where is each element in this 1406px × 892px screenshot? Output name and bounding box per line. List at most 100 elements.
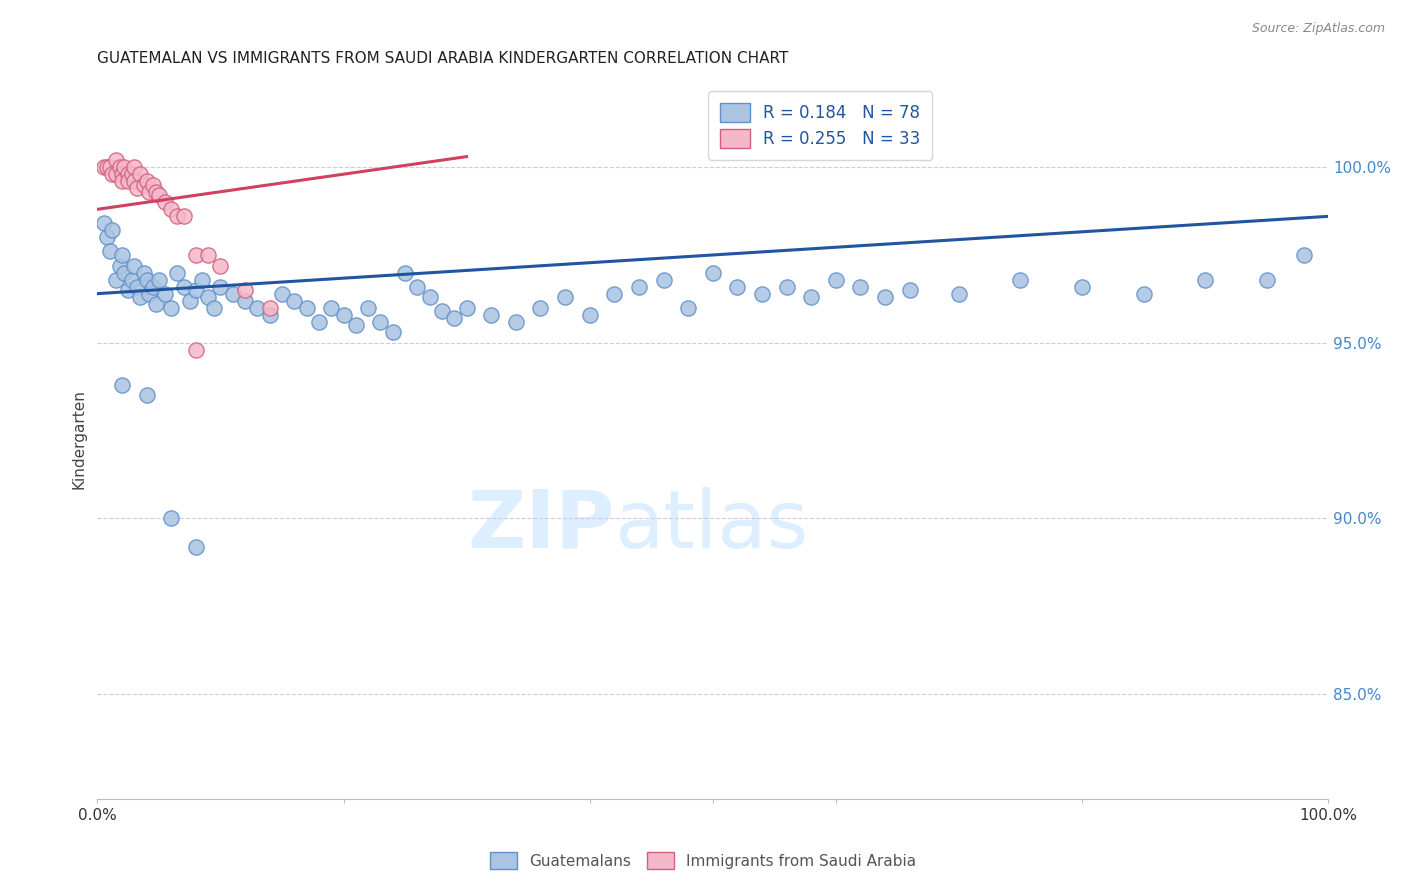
Point — [108, 160, 131, 174]
Point — [96, 230, 118, 244]
Point — [135, 388, 157, 402]
Point — [93, 160, 115, 174]
Point — [702, 266, 724, 280]
Point — [1071, 279, 1094, 293]
Point — [184, 248, 207, 262]
Point — [430, 304, 453, 318]
Point — [271, 286, 294, 301]
Point — [111, 248, 134, 262]
Point — [849, 279, 872, 293]
Point — [101, 167, 124, 181]
Point — [98, 244, 121, 259]
Point — [117, 174, 139, 188]
Y-axis label: Kindergarten: Kindergarten — [72, 390, 86, 490]
Point — [153, 195, 176, 210]
Point — [117, 167, 139, 181]
Point — [111, 167, 134, 181]
Point — [751, 286, 773, 301]
Point — [898, 283, 921, 297]
Point — [166, 210, 188, 224]
Point — [138, 185, 160, 199]
Point — [191, 272, 214, 286]
Point — [124, 259, 146, 273]
Point — [1132, 286, 1154, 301]
Point — [479, 308, 502, 322]
Point — [394, 266, 416, 280]
Point — [529, 301, 551, 315]
Point — [873, 290, 896, 304]
Point — [108, 259, 131, 273]
Point — [443, 311, 465, 326]
Point — [142, 178, 165, 192]
Text: atlas: atlas — [614, 487, 808, 565]
Point — [222, 286, 245, 301]
Point — [101, 223, 124, 237]
Point — [184, 343, 207, 357]
Point — [184, 283, 207, 297]
Point — [676, 301, 699, 315]
Point — [124, 160, 146, 174]
Point — [112, 160, 135, 174]
Point — [117, 283, 139, 297]
Point — [725, 279, 748, 293]
Point — [246, 301, 269, 315]
Point — [184, 540, 207, 554]
Point — [93, 216, 115, 230]
Point — [104, 272, 127, 286]
Point — [259, 301, 281, 315]
Point — [124, 174, 146, 188]
Point — [209, 259, 232, 273]
Point — [111, 378, 134, 392]
Point — [148, 188, 170, 202]
Point — [800, 290, 823, 304]
Point — [948, 286, 970, 301]
Point — [173, 210, 195, 224]
Legend: Guatemalans, Immigrants from Saudi Arabia: Guatemalans, Immigrants from Saudi Arabi… — [484, 846, 922, 875]
Point — [160, 202, 183, 217]
Text: GUATEMALAN VS IMMIGRANTS FROM SAUDI ARABIA KINDERGARTEN CORRELATION CHART: GUATEMALAN VS IMMIGRANTS FROM SAUDI ARAB… — [97, 51, 789, 66]
Point — [233, 283, 256, 297]
Point — [104, 167, 127, 181]
Point — [135, 272, 157, 286]
Text: Source: ZipAtlas.com: Source: ZipAtlas.com — [1251, 22, 1385, 36]
Point — [121, 272, 143, 286]
Point — [209, 279, 232, 293]
Point — [173, 279, 195, 293]
Point — [259, 308, 281, 322]
Point — [332, 308, 354, 322]
Point — [153, 286, 176, 301]
Point — [505, 315, 527, 329]
Point — [134, 266, 156, 280]
Legend: R = 0.184   N = 78, R = 0.255   N = 33: R = 0.184 N = 78, R = 0.255 N = 33 — [709, 91, 932, 160]
Point — [135, 174, 157, 188]
Point — [112, 266, 135, 280]
Point — [202, 301, 225, 315]
Point — [357, 301, 380, 315]
Point — [603, 286, 626, 301]
Point — [129, 290, 152, 304]
Point — [197, 248, 219, 262]
Point — [197, 290, 219, 304]
Point — [308, 315, 330, 329]
Point — [419, 290, 441, 304]
Point — [160, 301, 183, 315]
Point — [1010, 272, 1032, 286]
Point — [121, 167, 143, 181]
Point — [145, 185, 167, 199]
Point — [406, 279, 429, 293]
Point — [129, 167, 152, 181]
Point — [96, 160, 118, 174]
Point — [142, 279, 165, 293]
Point — [160, 511, 183, 525]
Point — [824, 272, 846, 286]
Point — [456, 301, 478, 315]
Point — [134, 178, 156, 192]
Point — [98, 160, 121, 174]
Point — [381, 325, 404, 339]
Point — [295, 301, 318, 315]
Text: ZIP: ZIP — [467, 487, 614, 565]
Point — [554, 290, 576, 304]
Point — [370, 315, 392, 329]
Point — [166, 266, 188, 280]
Point — [125, 279, 148, 293]
